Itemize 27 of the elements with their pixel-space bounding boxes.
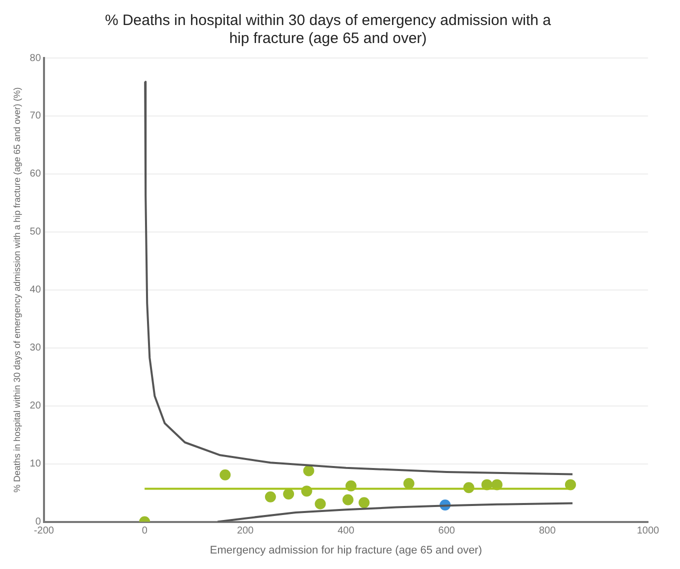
point — [264, 491, 276, 502]
x-tick-label: 600 — [438, 526, 456, 537]
point — [283, 488, 294, 500]
y-tick-label: 80 — [30, 52, 42, 64]
y-tick-label: 20 — [30, 400, 42, 412]
point — [358, 497, 370, 508]
point — [303, 465, 314, 476]
y-tick-label: 50 — [30, 226, 42, 238]
x-axis-title: Emergency admission for hip fracture (age 65 and over) — [210, 544, 482, 556]
x-tick-label: 0 — [142, 526, 148, 537]
y-tick-label: 70 — [30, 110, 42, 122]
y-tick-label: 40 — [30, 284, 42, 296]
x-tick-label: -200 — [34, 526, 54, 537]
x-tick-label: 400 — [338, 526, 355, 537]
point — [403, 478, 414, 490]
x-tick-label: 800 — [538, 526, 556, 537]
chart-title: % Deaths in hospital within 30 days of emergency admission with a hip fracture (age 65 and over) — [104, 12, 552, 48]
x-tick-label: 1000 — [636, 526, 660, 537]
y-tick-label: 10 — [30, 458, 42, 470]
x-tick-label: 200 — [236, 526, 254, 537]
y-tick-label: 60 — [30, 168, 42, 180]
y-axis-title: % Deaths in hospital within 30 days of emergency admission with a hip fracture (age 65 and over) (%) — [12, 87, 22, 492]
y-tick-label: 0 — [35, 516, 42, 528]
point — [342, 494, 354, 506]
point — [314, 498, 326, 510]
y-tick-label: 30 — [30, 342, 42, 354]
point — [220, 469, 231, 480]
